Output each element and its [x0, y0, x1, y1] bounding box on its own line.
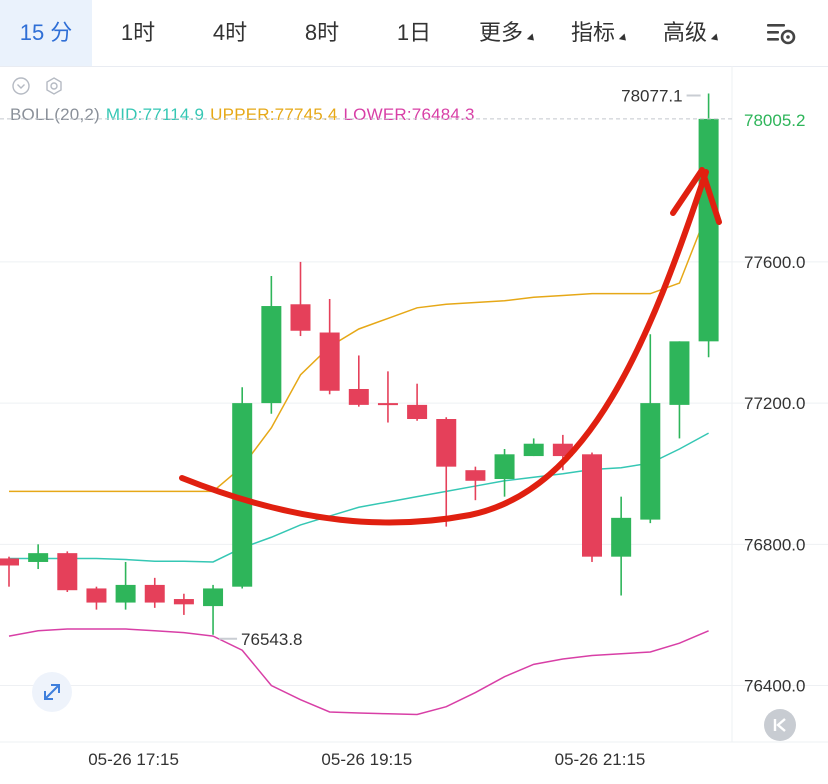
tab-label: 高级 — [662, 20, 707, 45]
candle-body — [232, 403, 253, 587]
dropdown-triangle-icon — [526, 33, 537, 44]
candle-body — [582, 454, 602, 557]
tab-label: 1时 — [120, 20, 156, 45]
timeframe-tabs: 15 分 1时 4时 8时 1日 更多 指标 高级 — [0, 0, 828, 67]
back-to-latest-button[interactable] — [764, 709, 796, 741]
candle-body — [86, 588, 107, 603]
candle-body — [144, 584, 165, 603]
candle-body — [436, 419, 457, 467]
candle-body — [173, 599, 194, 605]
candle-body — [640, 403, 661, 520]
candle-body — [377, 403, 398, 406]
high-price-label: 78077.1 — [621, 86, 682, 105]
candle-body — [319, 332, 340, 391]
x-tick-label: 05-26 21:15 — [555, 750, 646, 769]
tab-label: 15 分 — [19, 20, 73, 45]
tab-1d[interactable]: 1日 — [368, 0, 460, 66]
tab-8h[interactable]: 8时 — [276, 0, 368, 66]
y-tick-label: 77600.0 — [744, 253, 805, 272]
dropdown-triangle-icon — [710, 33, 721, 44]
y-tick-label: 76400.0 — [744, 677, 805, 696]
low-price-label: 76543.8 — [241, 630, 302, 649]
tab-1h[interactable]: 1时 — [92, 0, 184, 66]
chevron-down-circle-icon[interactable] — [12, 77, 30, 95]
boll-mid-value: MID:77114.9 — [105, 105, 205, 124]
y-tick-label: 76800.0 — [744, 535, 805, 554]
tab-label: 4时 — [212, 20, 248, 45]
candle-body — [115, 584, 136, 603]
y-tick-label: 77200.0 — [744, 394, 805, 413]
tab-indicators[interactable]: 指标 — [552, 0, 644, 66]
annotation-arrow-head — [670, 167, 722, 225]
candle-body — [290, 304, 311, 331]
tab-label: 8时 — [304, 20, 340, 45]
candlestick-chart[interactable]: 78005.2 78077.1 76543.8 77600.0 77200.0 76800… — [0, 66, 828, 784]
hexagon-gear-icon[interactable] — [46, 77, 62, 95]
candle-body — [611, 517, 632, 557]
tab-label: 指标 — [570, 20, 615, 45]
candle-body — [57, 553, 78, 591]
boll-lower-line — [8, 628, 709, 716]
boll-mid-line — [9, 432, 709, 563]
tab-label: 更多 — [478, 20, 523, 45]
tab-label: 1日 — [396, 20, 432, 45]
last-price-label: 78005.2 — [744, 111, 805, 130]
annotation-arrow-curve — [179, 169, 709, 526]
candle-body — [407, 404, 428, 420]
candle-body — [348, 388, 369, 405]
skip-to-start-icon — [773, 718, 786, 732]
x-tick-label: 05-26 17:15 — [88, 750, 179, 769]
expand-button[interactable] — [32, 672, 72, 712]
candle-body — [494, 454, 515, 480]
candle-body — [698, 118, 719, 342]
dropdown-triangle-icon — [618, 33, 629, 44]
boll-upper-line — [9, 208, 710, 493]
expand-arrows-icon — [44, 684, 60, 700]
candle-body — [669, 341, 690, 405]
tab-15m[interactable]: 15 分 — [0, 0, 92, 66]
candle-body — [28, 553, 49, 562]
x-tick-label: 05-26 19:15 — [321, 750, 412, 769]
candle-body — [465, 470, 486, 481]
tab-more[interactable]: 更多 — [460, 0, 552, 66]
candle-body — [523, 443, 544, 457]
candle-body — [261, 306, 282, 404]
tab-4h[interactable]: 4时 — [184, 0, 276, 66]
tab-advanced[interactable]: 高级 — [644, 0, 736, 66]
indicator-toolbar — [12, 77, 62, 95]
chart-settings-icon[interactable] — [764, 18, 798, 48]
candle-body — [203, 588, 224, 607]
candle-body — [0, 558, 19, 566]
